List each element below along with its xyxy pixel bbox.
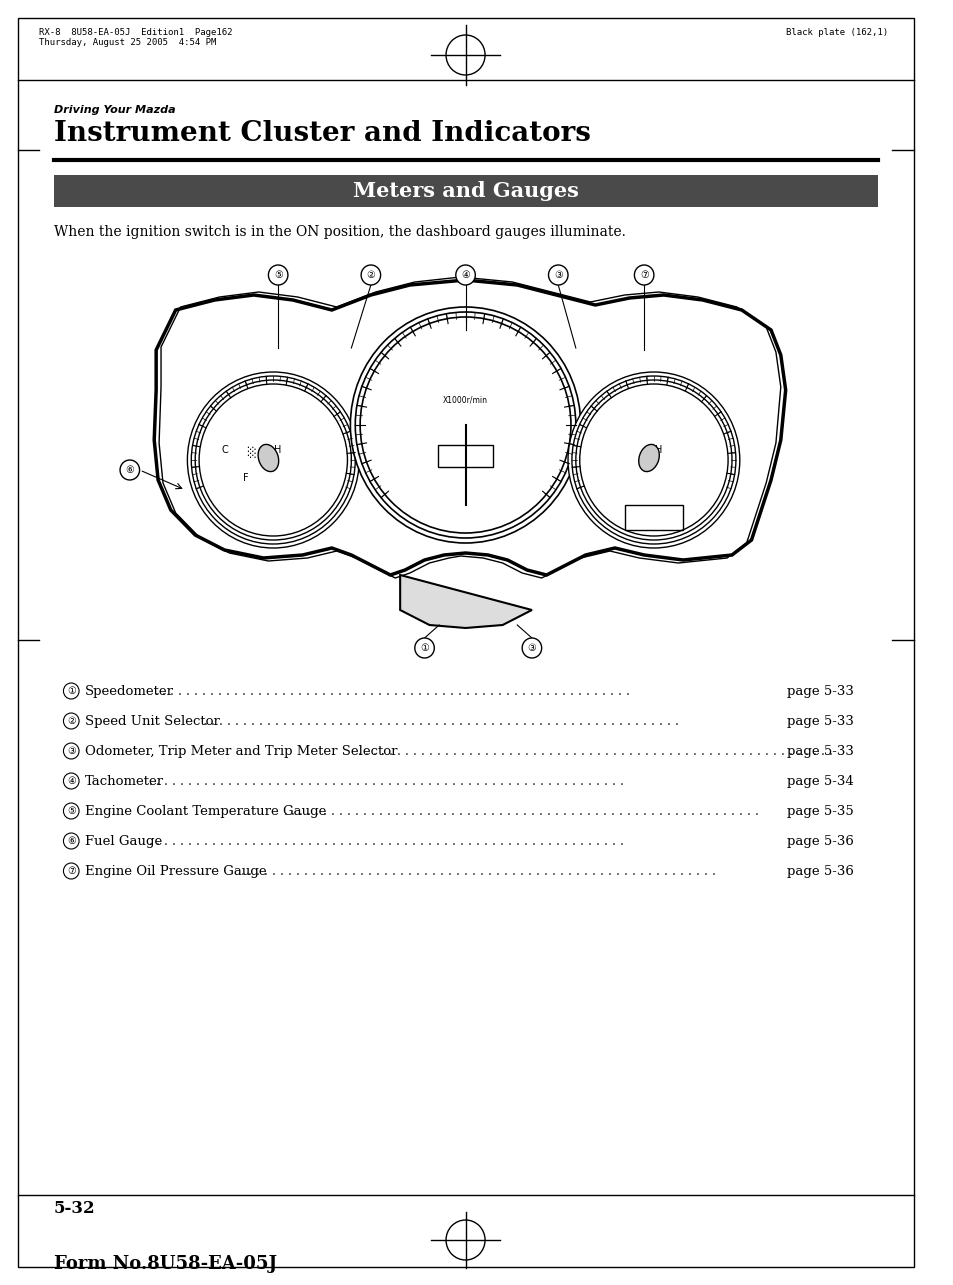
Text: C: C [221, 445, 228, 455]
Ellipse shape [639, 445, 659, 472]
Text: page 5-33: page 5-33 [786, 745, 853, 758]
Text: Odometer, Trip Meter and Trip Meter Selector: Odometer, Trip Meter and Trip Meter Sele… [85, 745, 397, 758]
Circle shape [355, 312, 576, 538]
Text: F: F [243, 473, 249, 483]
Text: page 5-34: page 5-34 [786, 775, 853, 788]
Circle shape [579, 384, 727, 536]
Text: 5-32: 5-32 [53, 1200, 95, 1217]
Circle shape [63, 774, 79, 789]
Circle shape [63, 743, 79, 759]
Text: ⑥: ⑥ [67, 837, 75, 846]
Text: ............................................................: ........................................… [355, 745, 835, 758]
Circle shape [548, 265, 567, 285]
Circle shape [415, 637, 434, 658]
Text: Driving Your Mazda: Driving Your Mazda [53, 105, 175, 114]
Text: page 5-36: page 5-36 [786, 835, 853, 848]
Text: Speedometer: Speedometer [85, 685, 173, 698]
Text: RX-8  8U58-EA-05J  Edition1  Page162
Thursday, August 25 2005  4:54 PM: RX-8 8U58-EA-05J Edition1 Page162 Thursd… [39, 28, 233, 48]
Bar [624, 505, 682, 529]
Text: ⑦: ⑦ [639, 270, 648, 280]
Circle shape [187, 371, 358, 547]
Text: ④: ④ [460, 270, 470, 280]
Text: page 5-36: page 5-36 [786, 865, 853, 878]
Text: Fuel Gauge: Fuel Gauge [85, 835, 162, 848]
Text: ⑤: ⑤ [274, 270, 282, 280]
Circle shape [63, 833, 79, 849]
Circle shape [521, 637, 541, 658]
Text: ②: ② [366, 270, 375, 280]
Text: ⑥: ⑥ [125, 465, 134, 475]
Text: ①: ① [419, 642, 429, 653]
Text: ░: ░ [247, 446, 255, 457]
Text: ③: ③ [554, 270, 562, 280]
Circle shape [199, 384, 347, 536]
Circle shape [268, 265, 288, 285]
Circle shape [572, 377, 735, 544]
Text: Tachometer: Tachometer [85, 775, 164, 788]
Circle shape [350, 307, 580, 544]
Text: H: H [274, 445, 281, 455]
Circle shape [634, 265, 653, 285]
Circle shape [456, 265, 475, 285]
Text: ............................................................: ........................................… [201, 714, 681, 729]
Text: ②: ② [67, 716, 75, 726]
Text: ............................................................: ........................................… [238, 865, 718, 878]
Text: Speed Unit Selector: Speed Unit Selector [85, 714, 219, 729]
Text: Black plate (162,1): Black plate (162,1) [785, 28, 887, 37]
Text: ④: ④ [67, 776, 75, 786]
Text: ............................................................: ........................................… [281, 804, 760, 819]
Text: ............................................................: ........................................… [146, 775, 626, 788]
Text: Form No.8U58-EA-05J: Form No.8U58-EA-05J [53, 1255, 276, 1273]
Text: page 5-35: page 5-35 [786, 804, 853, 819]
Text: Engine Coolant Temperature Gauge: Engine Coolant Temperature Gauge [85, 804, 326, 819]
Text: Engine Oil Pressure Gauge: Engine Oil Pressure Gauge [85, 865, 266, 878]
Text: page 5-33: page 5-33 [786, 714, 853, 729]
Bar [53, 175, 878, 207]
Circle shape [576, 380, 731, 540]
Text: H: H [655, 445, 661, 455]
Text: ⑦: ⑦ [67, 866, 75, 876]
Text: When the ignition switch is in the ON position, the dashboard gauges illuminate.: When the ignition switch is in the ON po… [53, 225, 625, 239]
Circle shape [361, 265, 380, 285]
Circle shape [63, 864, 79, 879]
PathPatch shape [399, 574, 532, 628]
Circle shape [360, 317, 570, 533]
Circle shape [567, 371, 739, 547]
Text: ③: ③ [527, 642, 536, 653]
Circle shape [192, 377, 355, 544]
Circle shape [63, 713, 79, 729]
Ellipse shape [258, 445, 278, 472]
Text: X1000r/min: X1000r/min [442, 396, 488, 405]
Text: Instrument Cluster and Indicators: Instrument Cluster and Indicators [53, 120, 590, 146]
Circle shape [195, 380, 351, 540]
Text: ............................................................: ........................................… [152, 685, 632, 698]
Bar [437, 445, 493, 466]
Circle shape [63, 684, 79, 699]
Text: Meters and Gauges: Meters and Gauges [353, 181, 578, 200]
Text: ............................................................: ........................................… [146, 835, 626, 848]
Circle shape [120, 460, 139, 481]
Circle shape [63, 803, 79, 819]
Text: ⑤: ⑤ [67, 806, 75, 816]
Text: page 5-33: page 5-33 [786, 685, 853, 698]
Text: ③: ③ [67, 747, 75, 756]
Text: ①: ① [67, 686, 75, 696]
